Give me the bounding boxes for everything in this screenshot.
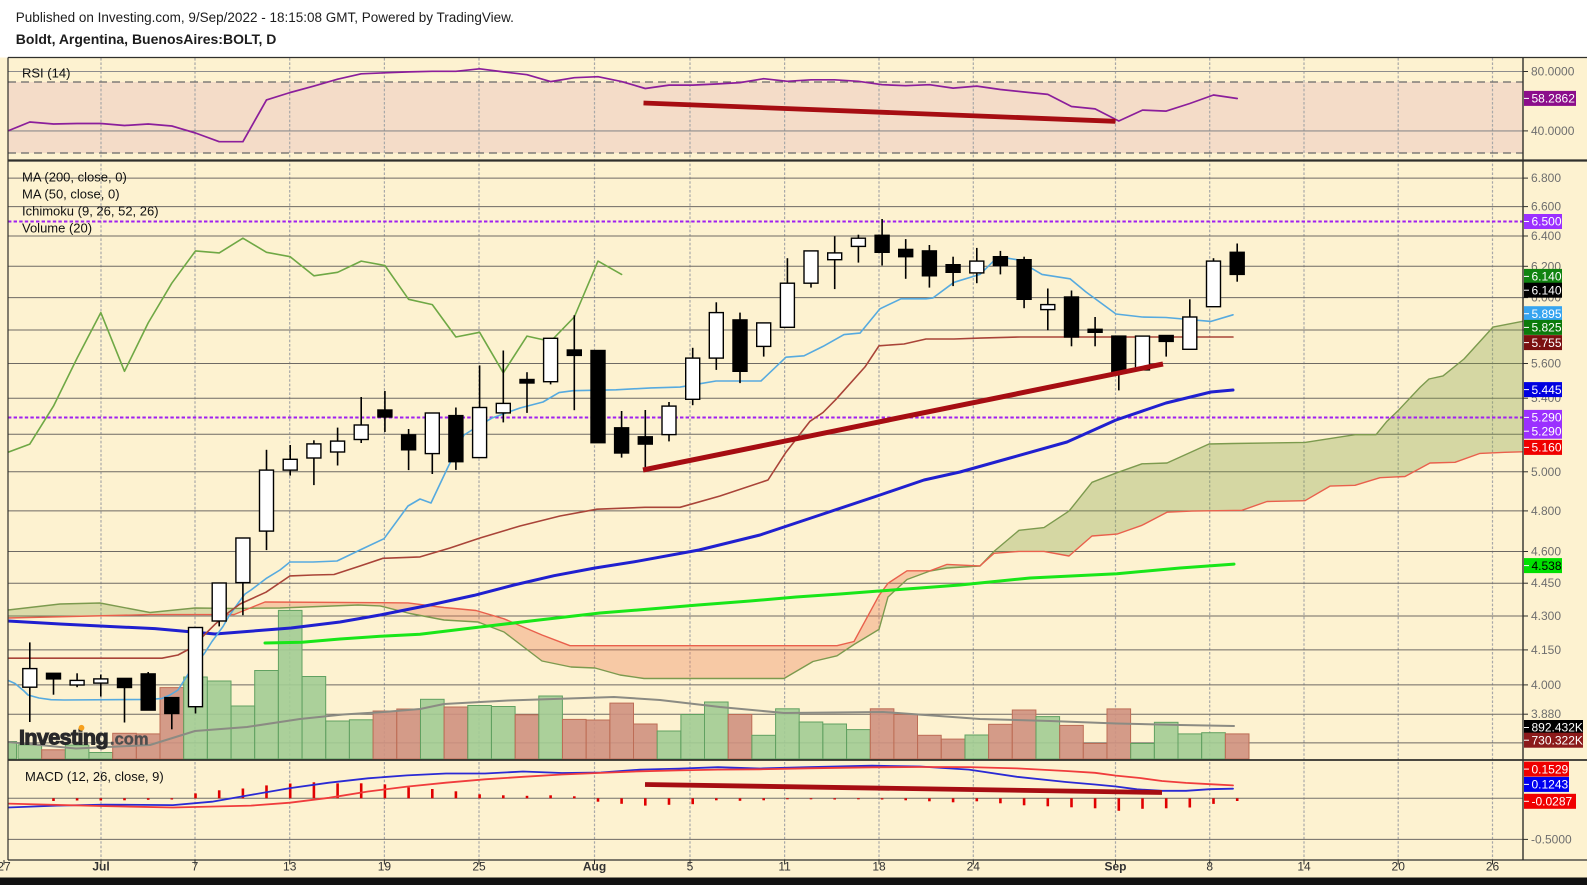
svg-text:MACD (12, 26, close, 9): MACD (12, 26, close, 9) [25,769,164,784]
svg-text:0.1243: 0.1243 [1532,778,1569,792]
svg-text:Volume (20): Volume (20) [22,221,92,236]
svg-text:7: 7 [192,860,199,874]
svg-text:11: 11 [778,860,791,874]
svg-text:5.600: 5.600 [1531,357,1561,371]
svg-text:26: 26 [1486,860,1500,874]
svg-text:5.160: 5.160 [1532,441,1562,455]
svg-text:4.450: 4.450 [1531,576,1561,590]
svg-text:5.290: 5.290 [1532,411,1562,425]
svg-text:Sep: Sep [1104,860,1126,874]
svg-text:5.000: 5.000 [1531,465,1561,479]
svg-text:892.432K: 892.432K [1532,721,1583,735]
svg-text:3.880: 3.880 [1531,707,1561,721]
svg-text:27: 27 [0,860,11,874]
svg-text:14: 14 [1297,860,1311,874]
svg-text:0.1529: 0.1529 [1532,762,1569,776]
svg-text:4.000: 4.000 [1531,678,1561,692]
svg-text:4.300: 4.300 [1531,609,1561,623]
svg-text:5.895: 5.895 [1532,307,1562,321]
svg-text:25: 25 [472,860,486,874]
svg-text:6.600: 6.600 [1531,200,1561,214]
svg-text:6.500: 6.500 [1532,215,1562,229]
svg-text:6.140: 6.140 [1532,283,1562,297]
svg-text:58.2862: 58.2862 [1532,92,1576,106]
svg-text:MA (200, close, 0): MA (200, close, 0) [22,170,127,185]
svg-text:.com: .com [110,731,149,749]
svg-text:13: 13 [283,860,297,874]
svg-text:4.600: 4.600 [1531,545,1561,559]
svg-text:8: 8 [1206,860,1213,874]
svg-text:RSI (14): RSI (14) [22,66,70,81]
svg-text:4.800: 4.800 [1531,504,1561,518]
svg-text:20: 20 [1392,860,1406,874]
svg-text:18: 18 [872,860,886,874]
svg-text:5.445: 5.445 [1532,383,1562,397]
svg-text:19: 19 [378,860,392,874]
svg-text:Investing: Investing [19,726,108,750]
svg-text:5.755: 5.755 [1532,336,1562,350]
svg-text:MA (50, close, 0): MA (50, close, 0) [22,187,120,202]
svg-text:Published on Investing.com, 9/: Published on Investing.com, 9/Sep/2022 -… [16,10,514,25]
svg-text:Jul: Jul [92,860,109,874]
svg-text:730.322K: 730.322K [1532,733,1583,747]
svg-text:80.0000: 80.0000 [1531,65,1575,79]
svg-text:24: 24 [967,860,981,874]
svg-text:6.400: 6.400 [1531,229,1561,243]
svg-text:5.825: 5.825 [1532,321,1562,335]
svg-text:5.290: 5.290 [1532,424,1562,438]
svg-text:4.538: 4.538 [1532,559,1562,573]
svg-text:Aug: Aug [583,860,606,874]
svg-text:6.140: 6.140 [1532,270,1562,284]
svg-text:-0.5000: -0.5000 [1531,832,1572,846]
svg-text:40.0000: 40.0000 [1531,124,1575,138]
svg-text:Boldt, Argentina, BuenosAires:: Boldt, Argentina, BuenosAires:BOLT, D [16,31,277,47]
svg-text:-0.0287: -0.0287 [1532,795,1573,809]
svg-text:Ichimoku (9, 26, 52, 26): Ichimoku (9, 26, 52, 26) [22,204,159,219]
svg-text:5: 5 [687,860,694,874]
svg-text:4.150: 4.150 [1531,643,1561,657]
svg-text:6.800: 6.800 [1531,171,1561,185]
